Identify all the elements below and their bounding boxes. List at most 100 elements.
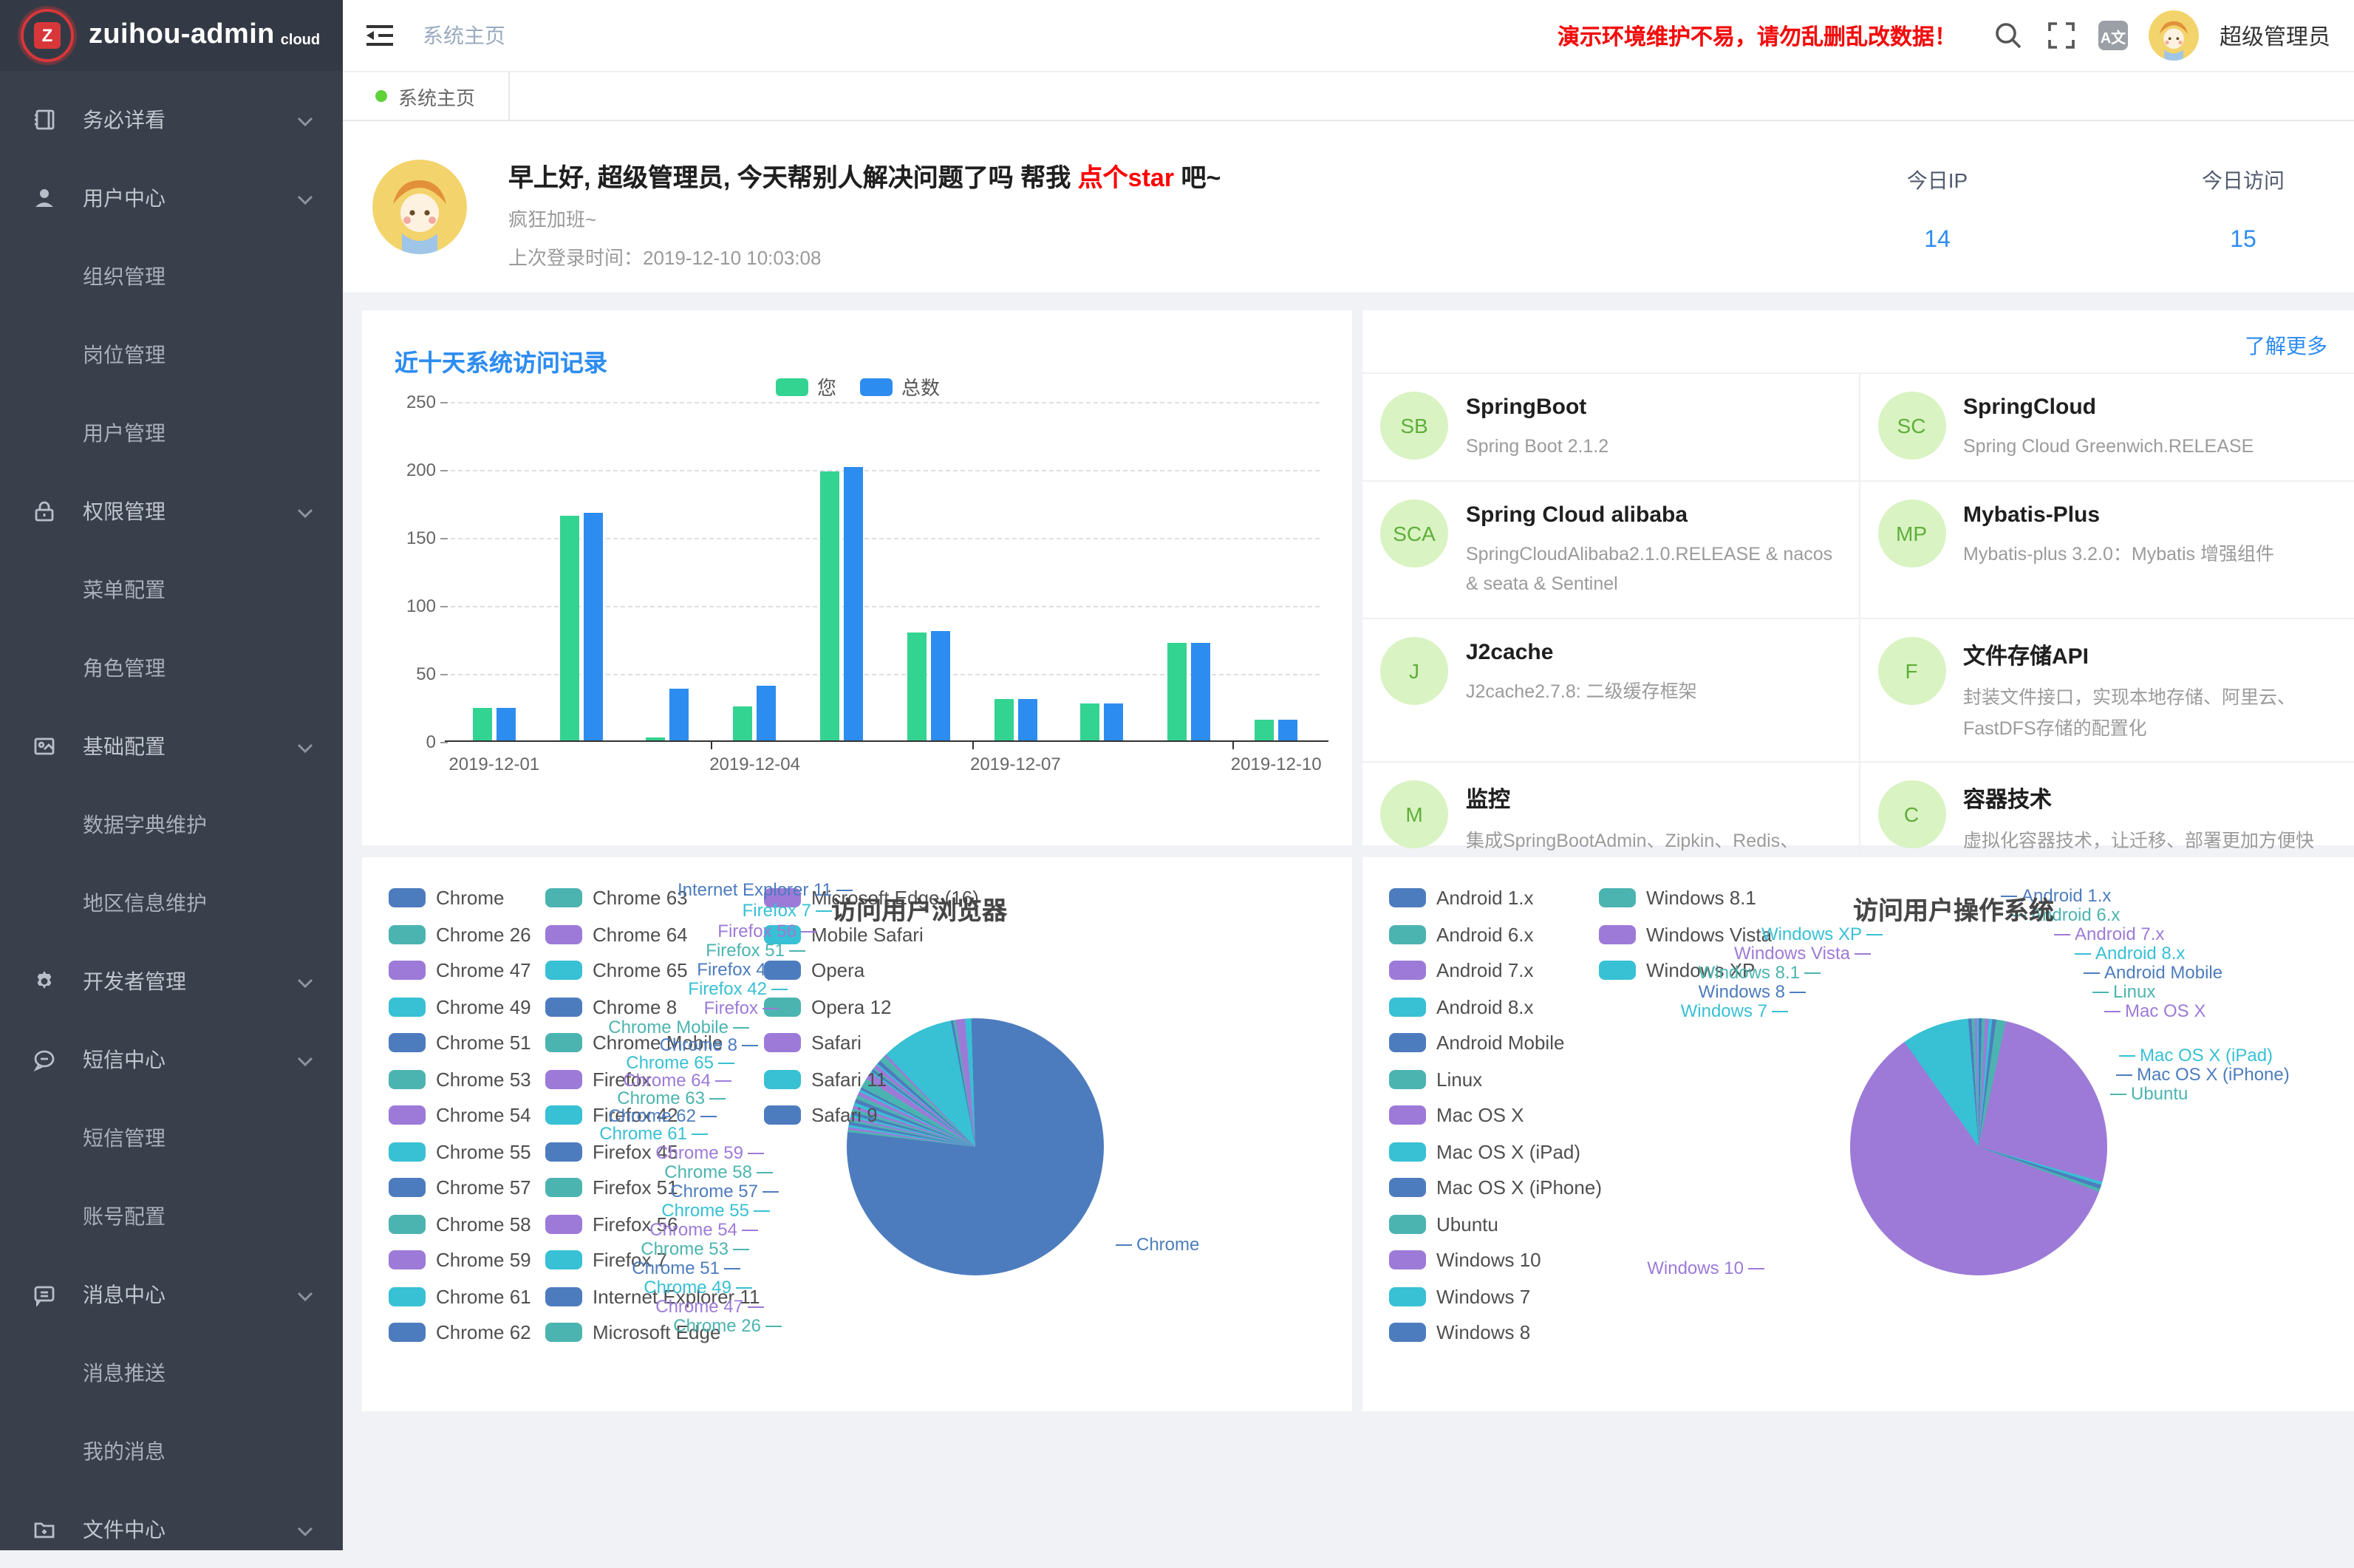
greeting-card: 早上好, 超级管理员, 今天帮别人解决问题了吗 帮我 点个star 吧~ 疯狂加…: [343, 121, 2354, 293]
legend-item-Chrome 58[interactable]: Chrome 58: [389, 1213, 531, 1235]
greeting-avatar: [372, 160, 467, 254]
pie-label-Windows XP: Windows XP: [1761, 924, 1883, 944]
legend-item-Windows 7[interactable]: Windows 7: [1389, 1285, 1530, 1307]
bar-group-2019-12-09: [1146, 402, 1233, 742]
collapse-menu-icon[interactable]: [364, 19, 396, 52]
legend-item-Safari 9[interactable]: Safari 9: [764, 1104, 878, 1126]
tab-home[interactable]: 系统主页: [343, 72, 510, 120]
tech-card-文件存储API: F文件存储API封装文件接口，实现本地存储、阿里云、FastDFS存储的配置化: [1858, 618, 2354, 762]
learn-more-link[interactable]: 了解更多: [2245, 331, 2327, 361]
legend-item-Android 6.x[interactable]: Android 6.x: [1389, 923, 1534, 945]
legend-item-Chrome 62[interactable]: Chrome 62: [389, 1321, 531, 1343]
sidebar-item-label: 地区信息维护: [83, 887, 207, 917]
legend-item-Safari 11[interactable]: Safari 11: [764, 1068, 887, 1090]
legend-item-Chrome 26[interactable]: Chrome 26: [389, 923, 531, 945]
tech-desc: 封装文件接口，实现本地存储、阿里云、FastDFS存储的配置化: [1963, 683, 2330, 744]
sidebar-item-14[interactable]: 账号配置: [0, 1176, 343, 1255]
bar-您-2019-12-08: [1081, 703, 1100, 740]
legend-item-Chrome 8[interactable]: Chrome 8: [545, 995, 677, 1018]
sidebar-item-11[interactable]: 开发者管理: [0, 941, 343, 1020]
sidebar-item-label: 组织管理: [83, 261, 166, 290]
pie-label-Firefox 45: Firefox 45: [697, 959, 796, 980]
legend-item-Chrome[interactable]: Chrome: [389, 887, 505, 909]
pie-label-Chrome 59: Chrome 59: [655, 1142, 764, 1163]
sidebar-item-8[interactable]: 基础配置: [0, 706, 343, 785]
bar-group-2019-12-07: [972, 402, 1060, 742]
legend-item-Windows Vista[interactable]: Windows Vista: [1599, 923, 1772, 945]
language-icon[interactable]: A文: [2098, 21, 2128, 50]
legend-item-Windows 8.1[interactable]: Windows 8.1: [1599, 887, 1756, 909]
sidebar-item-6[interactable]: 菜单配置: [0, 550, 343, 628]
sidebar-item-4[interactable]: 用户管理: [0, 393, 343, 471]
sidebar-item-0[interactable]: 务必详看: [0, 80, 343, 158]
sidebar-item-label: 开发者管理: [83, 966, 186, 995]
bar-总数-2019-12-06: [931, 632, 950, 740]
pie-label-Android Mobile: Android Mobile: [2084, 962, 2222, 983]
legend-item-Android 7.x[interactable]: Android 7.x: [1389, 959, 1534, 981]
legend-item-Chrome 65[interactable]: Chrome 65: [545, 959, 688, 981]
user-avatar[interactable]: [2149, 10, 2199, 61]
legend-item-Chrome 47[interactable]: Chrome 47: [389, 959, 531, 981]
legend-item-Chrome 57[interactable]: Chrome 57: [389, 1176, 531, 1199]
legend-item-Chrome 55[interactable]: Chrome 55: [389, 1140, 531, 1162]
tech-avatar: C: [1877, 780, 1945, 848]
legend-item-Safari[interactable]: Safari: [764, 1032, 862, 1054]
sidebar-item-label: 消息推送: [83, 1357, 166, 1387]
browser-pie-panel: Chrome Chrome 26 Chrome 47 Chrome 49 Chrome …: [362, 857, 1352, 1411]
sidebar-item-5[interactable]: 权限管理: [0, 471, 343, 550]
legend-item-Windows 10[interactable]: Windows 10: [1389, 1249, 1541, 1271]
sidebar-item-7[interactable]: 角色管理: [0, 628, 343, 706]
sidebar-item-9[interactable]: 数据字典维护: [0, 785, 343, 863]
bar-您-2019-12-02: [559, 516, 579, 740]
bar-总数-2019-12-08: [1105, 703, 1124, 740]
sidebar-item-1[interactable]: 用户中心: [0, 158, 343, 236]
legend-item-Android Mobile[interactable]: Android Mobile: [1389, 1032, 1564, 1054]
tech-avatar: SCA: [1380, 499, 1448, 567]
sidebar-item-17[interactable]: 我的消息: [0, 1411, 343, 1490]
sidebar-item-18[interactable]: 文件中心: [0, 1490, 343, 1568]
legend-item-Mac OS X[interactable]: Mac OS X: [1389, 1104, 1524, 1126]
sidebar-item-12[interactable]: 短信中心: [0, 1020, 343, 1098]
sidebar-item-13[interactable]: 短信管理: [0, 1098, 343, 1176]
sidebar-item-label: 基础配置: [83, 731, 166, 760]
notebook-icon: [33, 107, 56, 131]
legend-item-Chrome 51[interactable]: Chrome 51: [389, 1032, 531, 1054]
search-icon[interactable]: [1992, 19, 2024, 52]
tech-desc: Mybatis-plus 3.2.0：Mybatis 增强组件: [1963, 539, 2274, 569]
legend-item-您[interactable]: 您: [776, 372, 836, 400]
legend-item-总数[interactable]: 总数: [860, 372, 940, 400]
legend-item-Chrome 54[interactable]: Chrome 54: [389, 1104, 531, 1126]
bar-总数-2019-12-05: [844, 467, 863, 740]
legend-item-Chrome 64[interactable]: Chrome 64: [545, 923, 688, 945]
sidebar-item-label: 菜单配置: [83, 574, 166, 604]
logo[interactable]: Z zuihou-admin cloud: [0, 0, 343, 71]
legend-item-Linux[interactable]: Linux: [1389, 1068, 1482, 1090]
legend-item-Chrome 59[interactable]: Chrome 59: [389, 1249, 531, 1271]
breadcrumb[interactable]: 系统主页: [423, 21, 505, 50]
legend-item-Ubuntu[interactable]: Ubuntu: [1389, 1213, 1498, 1235]
sidebar-item-15[interactable]: 消息中心: [0, 1255, 343, 1333]
os-pie-panel: Android 1.x Android 6.x Android 7.x Android…: [1362, 857, 2354, 1411]
legend-item-Mac OS X (iPad)[interactable]: Mac OS X (iPad): [1389, 1140, 1580, 1162]
legend-item-Chrome 53[interactable]: Chrome 53: [389, 1068, 531, 1090]
legend-item-Windows 8[interactable]: Windows 8: [1389, 1321, 1530, 1343]
bar-您-2019-12-06: [907, 633, 927, 740]
username[interactable]: 超级管理员: [2220, 20, 2330, 51]
tech-title: J2cache: [1466, 640, 1697, 665]
sidebar-item-16[interactable]: 消息推送: [0, 1333, 343, 1411]
y-axis-label: 50: [416, 664, 436, 684]
legend-item-Android 8.x[interactable]: Android 8.x: [1389, 995, 1534, 1018]
pie-label-Chrome 55: Chrome 55: [661, 1200, 770, 1221]
legend-item-Android 1.x[interactable]: Android 1.x: [1389, 887, 1534, 909]
legend-item-Chrome 49[interactable]: Chrome 49: [389, 995, 531, 1018]
sidebar-item-3[interactable]: 岗位管理: [0, 315, 343, 393]
fullscreen-icon[interactable]: [2045, 19, 2078, 52]
legend-item-Firefox 51[interactable]: Firefox 51: [545, 1176, 678, 1199]
sidebar-item-2[interactable]: 组织管理: [0, 236, 343, 315]
star-link[interactable]: 点个star: [1078, 164, 1174, 192]
legend-item-Mac OS X (iPhone)[interactable]: Mac OS X (iPhone): [1389, 1176, 1602, 1199]
sidebar-item-10[interactable]: 地区信息维护: [0, 863, 343, 941]
legend-item-Chrome 61[interactable]: Chrome 61: [389, 1285, 531, 1307]
y-axis-label: 200: [406, 460, 436, 480]
legend-item-Chrome 63[interactable]: Chrome 63: [545, 887, 688, 909]
